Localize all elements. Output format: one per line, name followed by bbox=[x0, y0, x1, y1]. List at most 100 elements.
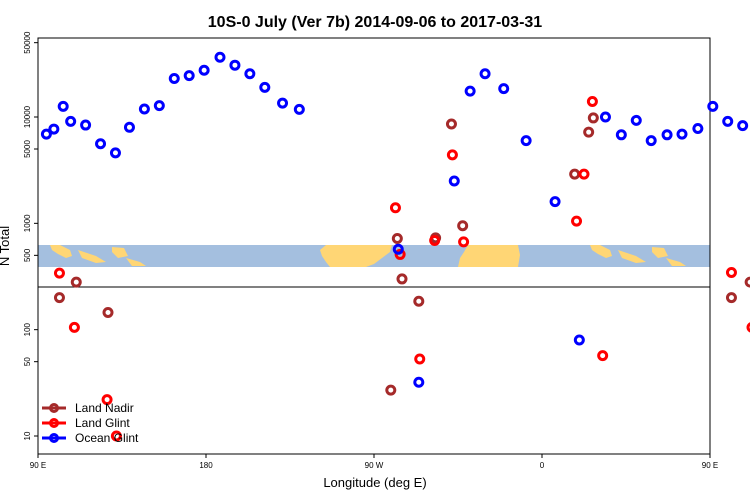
point-land-nadir bbox=[70, 276, 82, 288]
point-ocean-glint bbox=[520, 135, 532, 147]
point-ocean-glint bbox=[229, 59, 241, 71]
point-ocean-glint bbox=[109, 147, 121, 159]
map-land-south-america bbox=[320, 245, 392, 267]
point-land-nadir bbox=[457, 220, 469, 232]
point-land-nadir bbox=[725, 292, 737, 304]
point-land-nadir bbox=[53, 292, 65, 304]
y-tick-label: 500 bbox=[23, 248, 32, 262]
point-land-glint bbox=[389, 202, 401, 214]
point-ocean-glint bbox=[138, 103, 150, 115]
legend-entry-land-glint: Land Glint bbox=[42, 416, 130, 430]
point-ocean-glint bbox=[498, 83, 510, 95]
point-ocean-glint bbox=[392, 243, 404, 255]
y-axis-label: N Total bbox=[0, 226, 12, 266]
map-land-africa bbox=[458, 245, 520, 267]
point-ocean-glint bbox=[707, 100, 719, 112]
point-land-glint bbox=[53, 267, 65, 279]
point-ocean-glint bbox=[479, 68, 491, 80]
legend-label-ocean-glint: Ocean Glint bbox=[75, 431, 139, 445]
point-ocean-glint bbox=[722, 115, 734, 127]
legend-entry-ocean-glint: Ocean Glint bbox=[42, 431, 139, 445]
point-land-glint bbox=[578, 168, 590, 180]
data-points bbox=[40, 51, 750, 442]
point-ocean-glint bbox=[549, 196, 561, 208]
y-tick-label: 100 bbox=[23, 322, 32, 336]
y-axis: 50000 10000 5000 1000 500 100 50 10 bbox=[23, 31, 38, 440]
series-land-glint bbox=[53, 95, 750, 442]
point-ocean-glint bbox=[214, 51, 226, 63]
legend-marker-land-nadir bbox=[49, 403, 59, 413]
point-ocean-glint bbox=[95, 138, 107, 150]
point-ocean-glint bbox=[293, 103, 305, 115]
point-ocean-glint bbox=[599, 111, 611, 123]
point-land-glint bbox=[68, 321, 80, 333]
map-land-indonesia-left bbox=[50, 245, 146, 266]
x-tick-label: 0 bbox=[540, 461, 545, 470]
point-land-glint bbox=[746, 322, 750, 333]
point-ocean-glint bbox=[676, 128, 688, 140]
point-ocean-glint bbox=[57, 100, 69, 112]
point-land-nadir bbox=[587, 112, 599, 124]
point-land-glint bbox=[394, 248, 406, 260]
point-land-nadir bbox=[413, 295, 425, 307]
point-ocean-glint bbox=[259, 81, 271, 93]
x-tick-label: 90 W bbox=[365, 461, 384, 470]
point-land-glint bbox=[446, 149, 458, 161]
y-tick-label: 5000 bbox=[23, 140, 32, 158]
y-tick-label: 10000 bbox=[23, 105, 32, 128]
y-tick-label: 1000 bbox=[23, 214, 32, 232]
point-land-glint bbox=[597, 350, 609, 362]
point-ocean-glint bbox=[737, 120, 749, 132]
x-axis-label: Longitude (deg E) bbox=[323, 475, 426, 490]
x-tick-label: 180 bbox=[199, 461, 213, 470]
point-land-glint bbox=[725, 266, 737, 278]
point-land-nadir bbox=[391, 233, 403, 245]
legend-entry-land-nadir: Land Nadir bbox=[42, 401, 134, 415]
point-ocean-glint bbox=[277, 97, 289, 109]
point-ocean-glint bbox=[123, 121, 135, 133]
point-ocean-glint bbox=[573, 334, 585, 346]
y-tick-label: 50000 bbox=[23, 31, 32, 54]
y-tick-label: 10 bbox=[23, 431, 32, 440]
point-land-nadir bbox=[744, 276, 750, 288]
point-land-glint bbox=[110, 430, 122, 442]
point-land-nadir bbox=[569, 168, 581, 180]
point-land-glint bbox=[458, 236, 470, 248]
x-axis: 90 E 180 90 W 0 90 E bbox=[30, 454, 718, 470]
point-land-nadir bbox=[396, 273, 408, 285]
point-land-nadir bbox=[102, 307, 114, 319]
point-ocean-glint bbox=[244, 68, 256, 80]
point-land-nadir bbox=[445, 118, 457, 130]
point-land-glint bbox=[571, 215, 583, 227]
legend-marker-ocean-glint bbox=[49, 433, 59, 443]
point-ocean-glint bbox=[65, 115, 77, 127]
point-ocean-glint bbox=[645, 135, 657, 147]
point-ocean-glint bbox=[48, 123, 60, 135]
point-ocean-glint bbox=[692, 122, 704, 134]
point-ocean-glint bbox=[153, 100, 165, 112]
legend-marker-land-glint bbox=[49, 418, 59, 428]
x-tick-label: 90 E bbox=[702, 461, 718, 470]
point-ocean-glint bbox=[615, 129, 627, 141]
point-land-nadir bbox=[385, 384, 397, 396]
x-tick-label: 90 E bbox=[30, 461, 46, 470]
point-ocean-glint bbox=[630, 114, 642, 126]
chart-title: 10S-0 July (Ver 7b) 2014-09-06 to 2017-0… bbox=[208, 14, 543, 31]
legend-label-land-nadir: Land Nadir bbox=[75, 401, 134, 415]
point-ocean-glint bbox=[168, 73, 180, 85]
point-land-glint bbox=[414, 353, 426, 365]
map-strip bbox=[38, 245, 710, 267]
series-ocean-glint bbox=[40, 51, 749, 388]
point-land-glint bbox=[101, 394, 113, 406]
point-ocean-glint bbox=[80, 119, 92, 131]
point-land-nadir bbox=[583, 126, 595, 138]
point-ocean-glint bbox=[198, 64, 210, 76]
point-ocean-glint bbox=[448, 175, 460, 187]
y-tick-label: 50 bbox=[23, 357, 32, 366]
point-ocean-glint bbox=[464, 85, 476, 97]
point-land-glint bbox=[429, 234, 441, 246]
point-ocean-glint bbox=[183, 70, 195, 82]
point-ocean-glint bbox=[413, 376, 425, 388]
point-land-glint bbox=[586, 95, 598, 107]
